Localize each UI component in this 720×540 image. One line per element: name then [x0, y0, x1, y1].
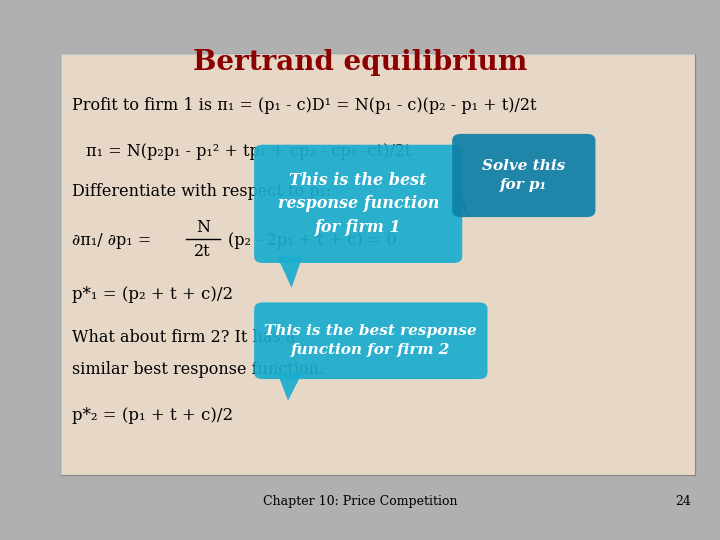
Text: 2t: 2t — [194, 243, 210, 260]
Text: Differentiate with respect to p₁:: Differentiate with respect to p₁: — [72, 183, 331, 200]
Text: Profit to firm 1 is π₁ = (p₁ - c)D¹ = N(p₁ - c)(p₂ - p₁ + t)/2t: Profit to firm 1 is π₁ = (p₁ - c)D¹ = N(… — [72, 97, 536, 114]
Text: π₁ = N(p₂p₁ - p₁² + tp₁ + cp₂ - cp₁ -ct)/2t: π₁ = N(p₂p₁ - p₁² + tp₁ + cp₂ - cp₁ -ct)… — [86, 143, 412, 160]
Text: 24: 24 — [675, 495, 691, 508]
Text: (p₂ - 2p₁ + t + c) = 0: (p₂ - 2p₁ + t + c) = 0 — [228, 232, 396, 249]
Text: Chapter 10: Price Competition: Chapter 10: Price Competition — [263, 495, 457, 508]
FancyBboxPatch shape — [254, 145, 462, 263]
Text: p*₁ = (p₂ + t + c)/2: p*₁ = (p₂ + t + c)/2 — [72, 286, 233, 303]
Text: This is the best
response function
for firm 1: This is the best response function for f… — [277, 172, 439, 236]
Text: ∂π₁/ ∂p₁ =: ∂π₁/ ∂p₁ = — [72, 232, 151, 249]
Text: What about firm 2? It has a: What about firm 2? It has a — [72, 329, 295, 346]
Text: Bertrand equilibrium: Bertrand equilibrium — [193, 49, 527, 76]
FancyBboxPatch shape — [254, 302, 487, 379]
FancyBboxPatch shape — [61, 54, 695, 475]
FancyBboxPatch shape — [452, 134, 595, 217]
Text: p*₂ = (p₁ + t + c)/2: p*₂ = (p₁ + t + c)/2 — [72, 407, 233, 424]
Polygon shape — [277, 373, 302, 401]
Polygon shape — [461, 190, 469, 219]
Text: This is the best response
function for firm 2: This is the best response function for f… — [264, 324, 477, 357]
Text: Solve this
for p₁: Solve this for p₁ — [482, 159, 565, 192]
Text: N: N — [196, 219, 210, 237]
Polygon shape — [277, 256, 302, 288]
Text: similar best response function.: similar best response function. — [72, 361, 324, 379]
FancyBboxPatch shape — [61, 54, 695, 475]
